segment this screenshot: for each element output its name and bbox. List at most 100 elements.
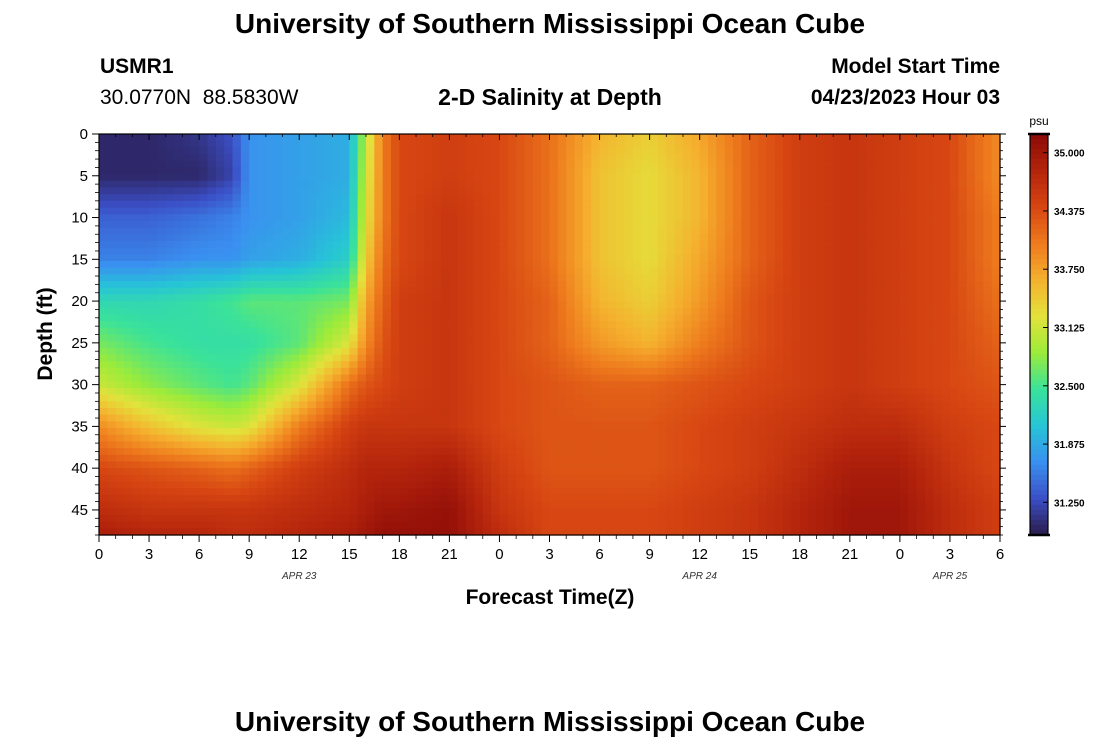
heatmap-cell (924, 274, 934, 282)
heatmap-cell (140, 207, 150, 215)
heatmap-cell (315, 374, 325, 382)
heatmap-cell (374, 327, 384, 336)
heatmap-cell (432, 187, 442, 195)
heatmap-cell (365, 134, 375, 142)
heatmap-cell (541, 334, 551, 342)
heatmap-cell (632, 214, 642, 222)
heatmap-cell (491, 154, 501, 162)
heatmap-cell (574, 361, 584, 369)
heatmap-cell (549, 200, 559, 209)
heatmap-cell (808, 414, 818, 422)
heatmap-cell (849, 174, 859, 182)
heatmap-cell (824, 187, 834, 195)
heatmap-cell (441, 134, 450, 142)
heatmap-cell (449, 361, 459, 369)
heatmap-cell (340, 147, 350, 155)
heatmap-cell (474, 160, 484, 169)
heatmap-cell (566, 347, 576, 356)
heatmap-cell (165, 428, 175, 436)
heatmap-cell (407, 294, 417, 302)
heatmap-cell (315, 354, 325, 362)
heatmap-cell (149, 361, 158, 369)
heatmap-cell (641, 194, 651, 202)
heatmap-cell (157, 214, 167, 222)
heatmap-cell (557, 200, 567, 209)
heatmap-cell (891, 134, 901, 142)
heatmap-cell (557, 294, 567, 302)
heatmap-cell (949, 354, 959, 362)
heatmap-cell (724, 240, 734, 249)
heatmap-cell (682, 421, 692, 429)
heatmap-cell (891, 234, 901, 242)
heatmap-cell (691, 174, 701, 182)
heatmap-cell (966, 281, 976, 289)
heatmap-cell (232, 194, 242, 202)
heatmap-cell (941, 234, 951, 242)
heatmap-cell (532, 361, 542, 369)
heatmap-cell (282, 387, 292, 396)
heatmap-cell (224, 200, 234, 209)
heatmap-cell (616, 134, 626, 142)
heatmap-cell (749, 147, 759, 155)
heatmap-cell (649, 334, 659, 342)
heatmap-cell (799, 240, 809, 249)
heatmap-cell (324, 314, 334, 322)
heatmap-cell (282, 301, 292, 309)
heatmap-cell (607, 394, 617, 402)
heatmap-cell (499, 408, 509, 416)
heatmap-cell (891, 434, 901, 443)
heatmap-cell (541, 207, 551, 215)
heatmap-cell (774, 240, 784, 249)
heatmap-cell (733, 200, 742, 209)
heatmap-cell (357, 220, 367, 229)
heatmap-cell (524, 428, 534, 436)
heatmap-cell (499, 254, 509, 262)
heatmap-cell (290, 167, 300, 175)
heatmap-cell (733, 307, 742, 316)
heatmap-cell (591, 187, 601, 195)
heatmap-cell (549, 274, 559, 282)
heatmap-cell (516, 281, 526, 289)
heatmap-cell (949, 334, 959, 342)
heatmap-cell (724, 387, 734, 396)
heatmap-cell (824, 408, 834, 416)
heatmap-cell (699, 401, 709, 409)
heatmap-cell (624, 354, 634, 362)
heatmap-cell (924, 281, 934, 289)
heatmap-cell (232, 367, 242, 376)
heatmap-cell (249, 294, 259, 302)
heatmap-cell (299, 321, 309, 329)
heatmap-cell (674, 334, 684, 342)
heatmap-cell (616, 314, 626, 322)
heatmap-cell (115, 341, 125, 349)
heatmap-cell (441, 428, 450, 436)
heatmap-cell (107, 207, 117, 215)
heatmap-cell (107, 441, 117, 449)
heatmap-cell (983, 140, 993, 148)
heatmap-cell (724, 321, 734, 329)
heatmap-cell (215, 167, 225, 175)
heatmap-cell (758, 240, 767, 249)
heatmap-cell (532, 394, 542, 402)
heatmap-cell (516, 414, 526, 422)
heatmap-cell (983, 341, 993, 349)
heatmap-cell (140, 441, 150, 449)
heatmap-cell (766, 247, 776, 255)
heatmap-cell (974, 154, 984, 162)
heatmap-cell (582, 361, 592, 369)
heatmap-cell (699, 180, 709, 189)
heatmap-cell (99, 254, 108, 262)
heatmap-cell (783, 147, 793, 155)
heatmap-cell (849, 240, 859, 249)
heatmap-cell (424, 334, 434, 342)
heatmap-cell (691, 214, 701, 222)
heatmap-cell (407, 267, 417, 275)
heatmap-cell (549, 194, 559, 202)
heatmap-cell (799, 428, 809, 436)
heatmap-cell (566, 321, 576, 329)
heatmap-cell (724, 341, 734, 349)
heatmap-cell (749, 434, 759, 443)
heatmap-cell (691, 301, 701, 309)
heatmap-cell (724, 314, 734, 322)
heatmap-cell (290, 140, 300, 148)
